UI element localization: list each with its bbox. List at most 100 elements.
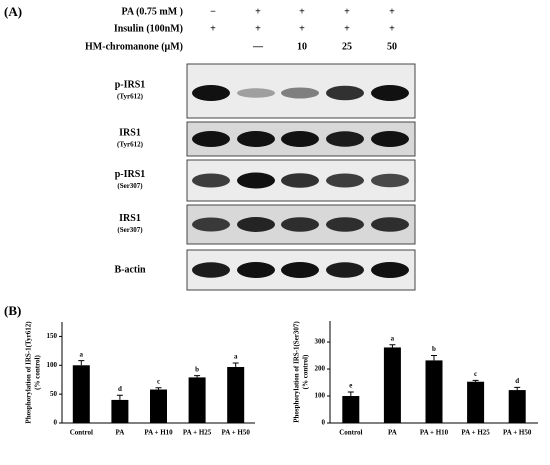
- significance-letter: e: [349, 382, 352, 390]
- significance-letter: c: [474, 370, 477, 378]
- significance-letter: a: [80, 350, 84, 358]
- condition-cell: +: [255, 23, 261, 34]
- x-tick-label: Control: [70, 429, 93, 437]
- band: [192, 131, 230, 147]
- error-bar: [347, 391, 354, 397]
- x-tick-label: PA + H10: [420, 429, 449, 437]
- bar: [111, 399, 129, 423]
- blot-site: (Ser307): [117, 226, 143, 234]
- bar: [383, 347, 401, 423]
- blot-label: p-IRS1: [115, 79, 146, 90]
- condition-cell: 25: [342, 41, 352, 52]
- error-bar: [472, 379, 479, 382]
- y-tick-label: 200: [315, 365, 326, 373]
- band: [326, 262, 364, 278]
- y-axis-label: Phosphorylation of IRS-1(Tyr612): [25, 321, 33, 424]
- panel-label: (B): [4, 303, 21, 318]
- y-tick-label: 100: [47, 361, 58, 369]
- band: [237, 262, 275, 278]
- y-axis-label: (% control): [34, 354, 42, 389]
- condition-cell: +: [299, 6, 305, 17]
- condition-cell: +: [210, 23, 216, 34]
- band: [237, 131, 275, 147]
- bar: [508, 390, 526, 423]
- band: [371, 217, 409, 232]
- bar: [150, 389, 167, 423]
- error-bar: [389, 344, 396, 348]
- band: [326, 217, 364, 232]
- blot-site: (Tyr612): [117, 141, 144, 149]
- condition-cell: +: [389, 6, 395, 17]
- significance-letter: c: [157, 377, 160, 385]
- blot-label: IRS1: [119, 127, 141, 138]
- condition-cell: +: [344, 23, 350, 34]
- y-tick-label: 150: [47, 332, 58, 340]
- band: [326, 173, 364, 188]
- blot-site: (Ser307): [117, 182, 143, 190]
- band: [237, 217, 275, 232]
- x-tick-label: PA + H10: [144, 429, 173, 437]
- blot-label: IRS1: [119, 213, 141, 224]
- bar: [425, 360, 443, 423]
- significance-letter: d: [515, 377, 519, 385]
- error-bar: [155, 387, 162, 390]
- condition-label: HM-chromanone (μM): [85, 41, 183, 52]
- bar: [227, 367, 245, 423]
- x-tick-label: PA + H25: [461, 429, 490, 437]
- error-bar: [116, 394, 123, 400]
- band: [237, 88, 275, 98]
- condition-cell: +: [255, 6, 261, 17]
- significance-letter: b: [432, 345, 436, 353]
- y-tick-label: 0: [322, 419, 326, 427]
- error-bar: [431, 355, 437, 361]
- band: [371, 131, 409, 147]
- band: [281, 173, 319, 188]
- y-axis-label: Phosphorylation of IRS-1(Ser307): [293, 321, 301, 423]
- x-tick-label: PA: [115, 429, 124, 437]
- bar: [188, 377, 206, 423]
- band: [326, 85, 364, 101]
- x-tick-label: PA + H50: [222, 429, 251, 437]
- bar: [72, 365, 90, 423]
- y-tick-label: 100: [315, 392, 326, 400]
- significance-letter: a: [234, 353, 238, 361]
- error-bar: [514, 386, 521, 391]
- condition-cell: +: [344, 6, 350, 17]
- panel-label: (A): [4, 4, 22, 19]
- x-tick-label: PA + H25: [183, 429, 212, 437]
- error-bar: [194, 375, 201, 378]
- band: [281, 131, 319, 147]
- band: [281, 217, 319, 232]
- band: [326, 131, 364, 147]
- band: [192, 173, 230, 188]
- y-tick-label: 300: [315, 338, 326, 346]
- x-tick-label: PA + H50: [503, 429, 532, 437]
- blot-label: p-IRS1: [115, 169, 146, 180]
- condition-cell: +: [299, 23, 305, 34]
- condition-label: Insulin (100nM): [114, 23, 183, 34]
- significance-letter: b: [195, 365, 199, 373]
- band: [371, 262, 409, 278]
- band: [192, 85, 230, 101]
- y-tick-label: 0: [54, 419, 58, 427]
- condition-cell: 50: [387, 41, 397, 52]
- band: [281, 87, 319, 99]
- condition-cell: —: [252, 41, 264, 52]
- band: [237, 172, 275, 189]
- error-bar: [232, 362, 239, 368]
- condition-cell: −: [210, 6, 216, 17]
- x-tick-label: PA: [388, 429, 397, 437]
- significance-letter: a: [391, 334, 395, 342]
- x-tick-label: Control: [339, 429, 362, 437]
- band: [371, 85, 409, 101]
- bar: [467, 381, 485, 423]
- y-axis-label: (% control): [302, 354, 310, 389]
- y-tick-label: 50: [50, 390, 58, 398]
- bar: [342, 396, 360, 423]
- significance-letter: d: [118, 385, 122, 393]
- condition-label: PA (0.75 mM ): [122, 6, 183, 17]
- blot-label: B-actin: [114, 264, 146, 275]
- band: [371, 173, 409, 188]
- band: [281, 262, 319, 278]
